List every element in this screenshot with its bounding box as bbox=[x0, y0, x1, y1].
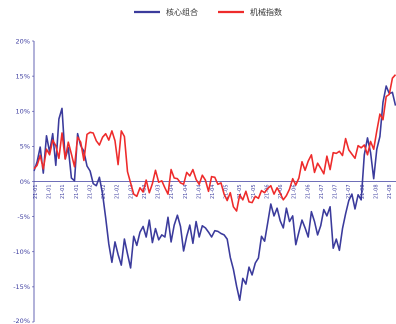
legend: 核心组合 机械指数 bbox=[134, 7, 282, 17]
x-tick-label: 21-04 bbox=[196, 185, 202, 200]
x-tick-label: 21-05 bbox=[224, 185, 230, 200]
y-tick-label: -10% bbox=[13, 248, 30, 256]
y-tick-label: 20% bbox=[16, 37, 30, 45]
x-tick-label: 21-04 bbox=[169, 185, 175, 200]
x-tick-label: 21-02 bbox=[115, 185, 121, 200]
x-tick-label: 21-08 bbox=[387, 185, 393, 200]
y-tick-label: 10% bbox=[16, 108, 30, 116]
x-tick-label: 21-02 bbox=[101, 185, 107, 200]
x-tick-label: 21-05 bbox=[237, 185, 243, 200]
x-tick-label: 21-06 bbox=[278, 185, 284, 200]
x-tick-label: 21-01 bbox=[74, 185, 80, 200]
y-tick-label: -5% bbox=[17, 213, 30, 221]
x-tick-label: 21-06 bbox=[265, 185, 271, 200]
x-tick-label: 21-04 bbox=[183, 185, 189, 200]
legend-label-series-2: 机械指数 bbox=[250, 7, 282, 17]
plot-area: 20%15%10%5%0%-5%-10%-15%-20% 21-01 21-01 2… bbox=[13, 37, 396, 324]
x-tick-label: 21-07 bbox=[319, 185, 325, 200]
series-line-2 bbox=[33, 74, 396, 212]
x-tick-label: 21-05 bbox=[251, 185, 257, 200]
y-tick-label: 5% bbox=[20, 143, 30, 151]
x-tick-label: 21-01 bbox=[60, 185, 66, 200]
legend-label-series-1: 核心组合 bbox=[166, 7, 198, 17]
x-tick-label: 21-03 bbox=[156, 185, 162, 200]
y-tick-label: -15% bbox=[13, 283, 30, 291]
y-tick-labels: 20% 15% 10% 5% 0% -5% -10% -15% -20% bbox=[13, 37, 34, 324]
x-tick-label: 21-08 bbox=[360, 185, 366, 200]
x-tick-label: 21-03 bbox=[128, 185, 134, 200]
x-tick-label: 21-06 bbox=[305, 185, 311, 200]
x-tick-label: 21-07 bbox=[346, 185, 352, 200]
y-tick-label: 15% bbox=[16, 72, 30, 80]
x-tick-label: 21-06 bbox=[292, 185, 298, 200]
x-tick-label: 21-01 bbox=[33, 185, 39, 200]
x-tick-label: 21-03 bbox=[142, 185, 148, 200]
x-tick-labels: 21-01 21-01 21-01 21-01 21-02 21-02 21-02 21-03… bbox=[33, 185, 393, 200]
series-line-1 bbox=[33, 85, 396, 302]
x-tick-label: 21-04 bbox=[210, 185, 216, 200]
series-lines bbox=[33, 74, 396, 302]
y-tick-label: 0% bbox=[20, 178, 30, 186]
x-tick-label: 21-02 bbox=[88, 185, 94, 200]
x-tick-label: 21-01 bbox=[47, 185, 53, 200]
x-tick-label: 21-07 bbox=[333, 185, 339, 200]
x-tick-label: 21-08 bbox=[373, 185, 379, 200]
y-tick-label: -20% bbox=[13, 317, 30, 324]
